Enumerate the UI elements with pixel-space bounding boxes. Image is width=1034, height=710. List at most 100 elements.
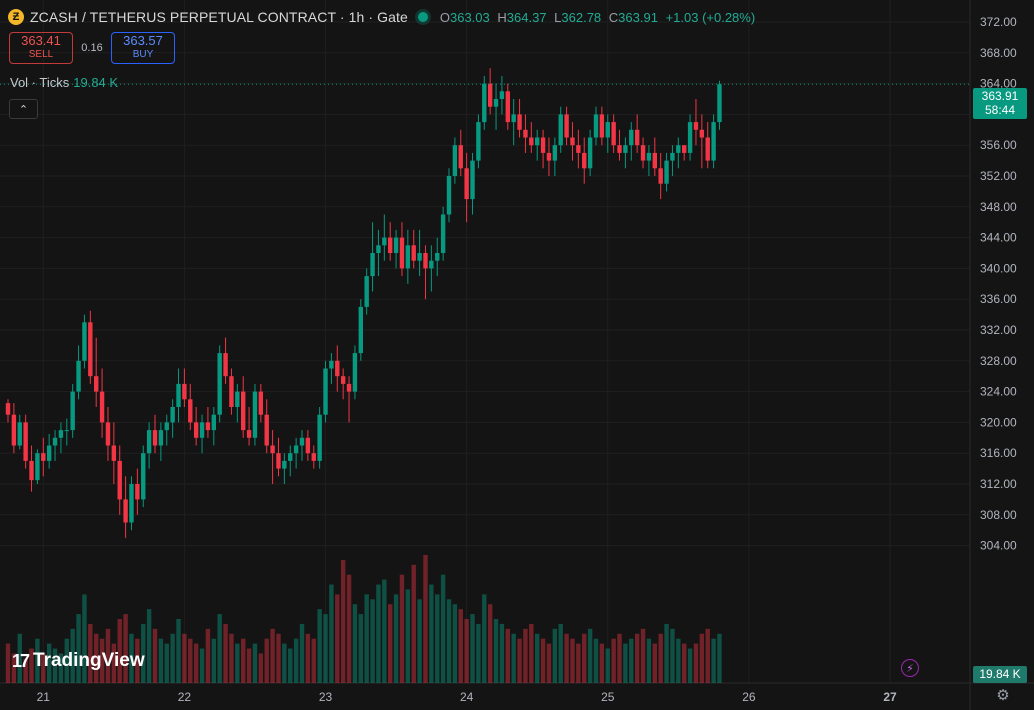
candle <box>94 337 99 407</box>
volume-bar <box>52 648 58 683</box>
sell-price: 363.41 <box>21 33 61 48</box>
y-tick-label: 328.00 <box>980 354 1017 368</box>
candle <box>376 229 381 277</box>
volume-bar <box>229 633 234 683</box>
x-tick-label: 21 <box>37 690 51 704</box>
volume-bar <box>264 638 269 683</box>
volume-bar <box>188 638 193 683</box>
y-tick-label: 312.00 <box>980 477 1017 491</box>
candle <box>17 414 22 450</box>
gear-icon[interactable]: ⚙ <box>996 687 1010 704</box>
volume-legend[interactable]: Vol · Ticks 19.84 K <box>10 75 118 90</box>
volume-bar <box>41 653 46 683</box>
candle <box>288 445 293 477</box>
candle <box>440 206 446 261</box>
candle <box>105 407 111 461</box>
candle <box>223 337 228 384</box>
volume-bar <box>564 633 569 683</box>
lightning-icon[interactable]: ⚡ <box>901 659 919 677</box>
candle <box>23 414 28 469</box>
volume-bar <box>370 599 375 683</box>
volume-bar <box>423 555 428 683</box>
candle <box>5 399 11 423</box>
volume-bar <box>335 594 340 683</box>
candle <box>499 75 505 115</box>
candle <box>593 106 599 146</box>
volume-bar <box>617 633 622 683</box>
last-price-value: 363.91 <box>981 89 1019 103</box>
candle <box>423 245 428 300</box>
candle <box>570 122 575 161</box>
candle <box>340 368 346 400</box>
candle <box>582 137 587 184</box>
volume-bar <box>299 623 305 683</box>
candle <box>41 437 46 477</box>
candle <box>405 229 411 284</box>
y-tick-label: 344.00 <box>980 231 1017 245</box>
volume-bar <box>94 633 99 683</box>
volume-bar <box>499 623 505 683</box>
y-tick-label: 336.00 <box>980 292 1017 306</box>
candle <box>652 137 657 176</box>
candle <box>687 114 693 161</box>
x-tick-label: 23 <box>319 690 333 704</box>
ohlc-low-label: L <box>554 9 562 25</box>
candle <box>64 418 69 446</box>
buy-button[interactable]: 363.57 BUY <box>111 32 175 64</box>
symbol-title[interactable]: ZCASH / TETHERUS PERPETUAL CONTRACT · 1h… <box>30 9 408 25</box>
candle <box>352 345 358 400</box>
candle <box>605 114 610 153</box>
volume-bar <box>64 638 69 683</box>
volume-bar <box>141 623 146 683</box>
candle <box>623 137 628 169</box>
candle <box>435 237 440 277</box>
candle <box>693 99 699 146</box>
candle <box>217 345 222 423</box>
volume-bar <box>358 614 363 683</box>
candle <box>464 152 469 223</box>
buy-price: 363.57 <box>123 33 163 48</box>
y-tick-label: 332.00 <box>980 323 1017 337</box>
candle <box>252 383 258 446</box>
candle <box>229 368 234 415</box>
candle <box>188 383 193 431</box>
candle <box>199 414 205 454</box>
volume-bar <box>687 648 693 683</box>
volume-bar <box>323 614 328 683</box>
x-tick-label: 22 <box>178 690 192 704</box>
candle <box>182 368 187 407</box>
candle <box>493 83 499 130</box>
candle <box>482 75 487 130</box>
y-tick-label: 368.00 <box>980 46 1017 60</box>
tradingview-logo[interactable]: 17 TradingView <box>12 650 145 672</box>
volume-bar <box>135 638 140 683</box>
chevron-up-icon: ⌃ <box>18 103 29 116</box>
volume-bar <box>376 584 381 683</box>
candle <box>241 376 246 438</box>
volume-bar <box>5 643 11 683</box>
last-price-tag: 363.91 58:44 <box>973 88 1027 119</box>
volume-bar <box>452 604 458 683</box>
tradingview-logo-mark: 17 <box>12 650 30 671</box>
candle <box>335 345 340 392</box>
collapse-legend-button[interactable]: ⌃ <box>9 99 38 119</box>
volume-bar <box>58 653 64 683</box>
candle <box>646 145 652 176</box>
volume-bar <box>640 628 646 683</box>
sell-button[interactable]: 363.41 SELL <box>9 32 73 64</box>
volume-bar <box>658 633 663 683</box>
volume-bar <box>629 638 634 683</box>
candle <box>417 229 422 277</box>
volume-bar <box>329 584 334 683</box>
volume-bar <box>570 638 575 683</box>
candle <box>487 68 493 115</box>
ohlc-close: 363.91 <box>618 9 658 25</box>
volume-bar <box>511 633 516 683</box>
volume-bar <box>587 628 593 683</box>
volume-bar <box>676 638 681 683</box>
volume-bar <box>593 638 599 683</box>
ohlc-readout: O363.03 H364.37 L362.78 C363.91 +1.03 (+… <box>436 10 755 25</box>
y-tick-label: 324.00 <box>980 385 1017 399</box>
